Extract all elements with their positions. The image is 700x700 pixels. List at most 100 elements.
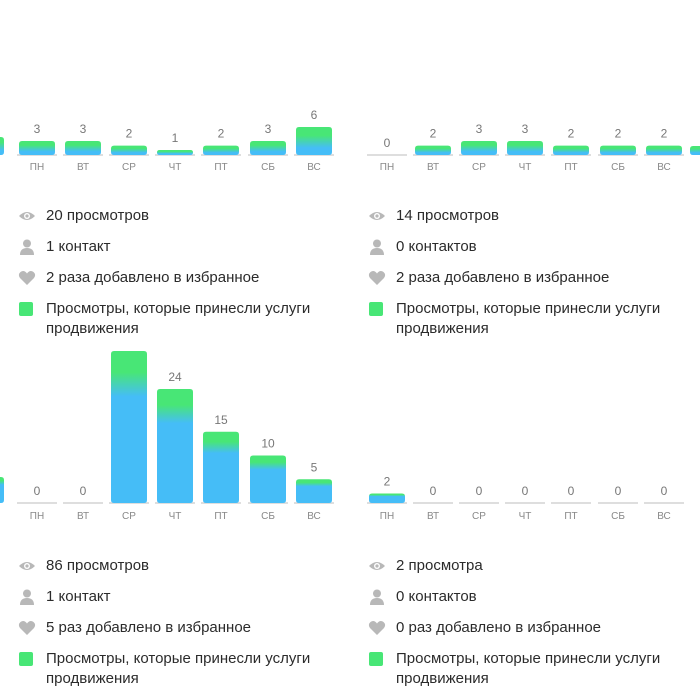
category-label: ПН [380, 162, 394, 173]
value-label: 2 [126, 127, 133, 141]
green-square-icon [19, 652, 33, 666]
stat-text: 2 раза добавлено в избранное [396, 269, 610, 286]
category-label: ЧТ [169, 162, 182, 173]
stats-1: 20 просмотров 1 контакт 2 раза добавлено в… [18, 206, 338, 339]
category-label: ВТ [77, 511, 89, 522]
bar [250, 141, 286, 155]
category-label: ЧТ [519, 511, 532, 522]
stat-text: Просмотры, которые принесли услуги продв… [396, 300, 661, 337]
stat-text: 2 раза добавлено в избранное [46, 269, 260, 286]
stat-views: 20 просмотров [18, 206, 338, 226]
heart-icon [18, 621, 36, 635]
bar [111, 351, 147, 503]
value-label: 0 [661, 484, 668, 498]
bar [646, 145, 682, 155]
stat-text: 1 контакт [46, 588, 111, 605]
stat-favorites: 5 раз добавлено в избранное [18, 618, 338, 638]
chart-panel-2: 0 ПН 2 ВТ 3 СР 3 ЧТ 2 ПТ 2 СБ 2 ВС 14 просмотров 0 кон… [350, 0, 700, 350]
category-label: СР [122, 162, 136, 173]
value-label: 2 [218, 127, 225, 141]
value-label: 3 [80, 122, 87, 136]
bar [553, 145, 589, 155]
edge-bar [690, 146, 700, 155]
bar [203, 431, 239, 503]
category-label: СР [472, 511, 486, 522]
stat-views: 14 просмотров [368, 206, 688, 226]
bar [415, 145, 451, 155]
value-label: 3 [522, 122, 529, 136]
heart-icon [368, 621, 386, 635]
person-icon [370, 239, 384, 255]
stat-favorites: 0 раз добавлено в избранное [368, 618, 688, 638]
value-label: 5 [311, 460, 318, 474]
stat-promo: Просмотры, которые принесли услуги продв… [368, 299, 688, 339]
stats-4: 2 просмотра 0 контактов 0 раз добавлено в … [368, 556, 688, 689]
stat-text: 1 контакт [46, 238, 111, 255]
category-label: ПТ [564, 162, 577, 173]
value-label: 6 [311, 108, 318, 122]
category-label: ЧТ [519, 162, 532, 173]
chart-2: 0 ПН 2 ВТ 3 СР 3 ЧТ 2 ПТ 2 СБ 2 ВС [367, 122, 700, 173]
category-label: ВТ [427, 162, 439, 173]
chart-panel-3: 0ПН0ВТ32СР24ЧТ15ПТ10СБ5ВС 86 просмотров1… [0, 350, 350, 700]
bar [507, 141, 543, 155]
stat-text: 0 раз добавлено в избранное [396, 619, 602, 636]
value-label: 15 [214, 413, 228, 427]
stat-promo: Просмотры, которые принесли услуги продв… [368, 649, 688, 689]
chart-3: 0ПН0ВТ32СР24ЧТ15ПТ10СБ5ВС [0, 351, 334, 522]
stat-promo: Просмотры, которые принесли услуги продв… [18, 299, 338, 339]
stat-views: 86 просмотров [18, 556, 338, 576]
person-icon [370, 589, 384, 605]
bar [296, 127, 332, 155]
stats-3: 86 просмотров 1 контакт 5 раз добавлено в … [18, 556, 338, 689]
category-label: СБ [611, 511, 625, 522]
category-label: ВС [307, 162, 321, 173]
stat-text: 0 контактов [396, 588, 477, 605]
value-label: 10 [261, 437, 275, 451]
value-label: 2 [384, 475, 391, 489]
stat-text: 5 раз добавлено в избранное [46, 619, 252, 636]
category-label: СР [122, 511, 136, 522]
category-label: ВТ [77, 162, 89, 173]
green-square-icon [369, 652, 383, 666]
value-label: 24 [168, 370, 182, 384]
stat-favorites: 2 раза добавлено в избранное [368, 268, 688, 288]
category-label: ВТ [427, 511, 439, 522]
eye-icon [369, 212, 385, 220]
bar [296, 479, 332, 503]
value-label: 3 [265, 122, 272, 136]
category-label: СБ [261, 511, 275, 522]
bar [203, 145, 239, 155]
bar [157, 150, 193, 155]
stat-contacts: 1 контакт [18, 237, 338, 257]
stat-text: 2 просмотра [396, 557, 483, 574]
bar [19, 141, 55, 155]
bar [65, 141, 101, 155]
stat-contacts: 1 контакт [18, 587, 338, 607]
category-label: ВС [307, 511, 321, 522]
stats-2: 14 просмотров 0 контактов 2 раза добавлено… [368, 206, 688, 339]
green-square-icon [19, 302, 33, 316]
value-label: 0 [34, 484, 41, 498]
category-label: ПН [30, 511, 44, 522]
bar [461, 141, 497, 155]
stat-contacts: 0 контактов [368, 587, 688, 607]
stat-text: Просмотры, которые принесли услуги продв… [396, 650, 661, 687]
value-label: 2 [430, 127, 437, 141]
category-label: ПТ [214, 511, 227, 522]
value-label: 0 [476, 484, 483, 498]
value-label: 0 [80, 484, 87, 498]
value-label: 0 [384, 136, 391, 150]
value-label: 2 [661, 127, 668, 141]
value-label: 2 [615, 127, 622, 141]
edge-bar [0, 137, 4, 155]
stat-views: 2 просмотра [368, 556, 688, 576]
chart-panel-1: 3 ПН 3 ВТ 2 СР 1 ЧТ 2 ПТ 3 СБ 6 ВС 20 просмотров 1 кон… [0, 0, 350, 350]
stat-favorites: 2 раза добавлено в избранное [18, 268, 338, 288]
category-label: ВС [657, 511, 671, 522]
category-label: ЧТ [169, 511, 182, 522]
stat-text: Просмотры, которые принесли услуги продв… [46, 300, 311, 337]
category-label: ПТ [564, 511, 577, 522]
chart-panel-4: 2 ПН 0 ВТ 0 СР 0 ЧТ 0 ПТ 0 СБ 0 ВС 2 просмотра 0 конта… [350, 350, 700, 700]
value-label: 0 [615, 484, 622, 498]
